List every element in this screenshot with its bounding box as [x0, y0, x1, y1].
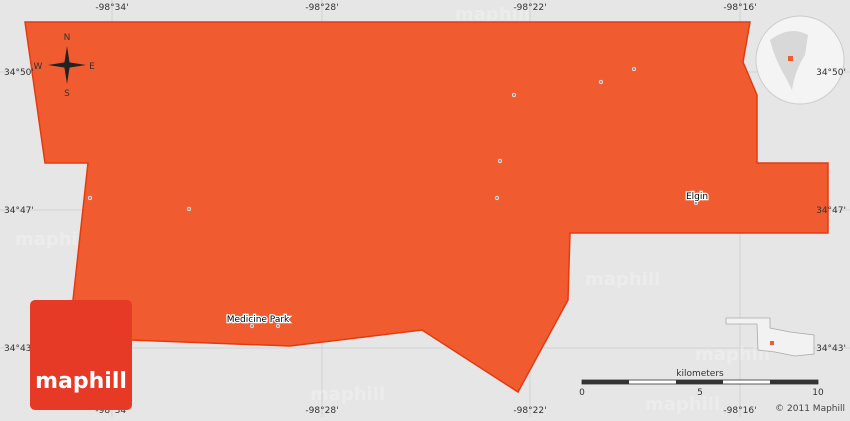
- state-inset: [725, 317, 815, 357]
- copyright: © 2011 Maphill: [775, 404, 845, 414]
- coordinate-labels: -98°34' -98°28' -98°22' -98°16' -98°34' -98°2…: [4, 3, 846, 416]
- watermark: maphill: [695, 344, 770, 365]
- latitude-label: 34°50': [816, 68, 846, 78]
- logo-text[interactable]: maphill: [35, 369, 127, 394]
- compass: N S E W: [34, 33, 96, 99]
- compass-letter: W: [34, 62, 43, 72]
- logo[interactable]: maphill: [30, 300, 132, 410]
- compass-letter: S: [64, 89, 70, 99]
- watermark: maphill: [645, 394, 720, 415]
- latitude-label: 34°50': [4, 68, 34, 78]
- latitude-label: 34°47': [4, 206, 34, 216]
- watermark: maphill: [310, 384, 385, 405]
- scale-tick-label: 5: [697, 388, 703, 398]
- settlements: [87, 66, 699, 329]
- latitude-label: 34°43': [4, 344, 34, 354]
- watermark: maphill: [15, 229, 90, 250]
- longitude-label: -98°16': [723, 406, 756, 416]
- scale-tick-label: 0: [579, 388, 585, 398]
- longitude-label: -98°28': [305, 3, 338, 13]
- longitude-label: -98°34': [95, 406, 128, 416]
- scale-title: kilometers: [676, 369, 724, 379]
- place-label: Medicine Park: [227, 315, 290, 325]
- latitude-label: 34°43': [816, 344, 846, 354]
- longitude-label: -98°34': [95, 3, 128, 13]
- globe: [755, 15, 845, 105]
- place-label: Elgin: [686, 192, 708, 202]
- longitude-label: -98°22': [513, 406, 546, 416]
- scale-bar: kilometers 0 5 10: [579, 369, 824, 398]
- longitude-label: -98°16': [723, 3, 756, 13]
- scale-tick-label: 10: [812, 388, 824, 398]
- compass-letter: N: [64, 33, 71, 43]
- longitude-label: -98°22': [513, 3, 546, 13]
- watermark: maphill: [455, 4, 530, 25]
- county-area: [24, 21, 829, 394]
- compass-letter: E: [89, 62, 95, 72]
- longitude-label: -98°28': [305, 406, 338, 416]
- latitude-label: 34°47': [816, 206, 846, 216]
- watermark: maphill: [585, 269, 660, 290]
